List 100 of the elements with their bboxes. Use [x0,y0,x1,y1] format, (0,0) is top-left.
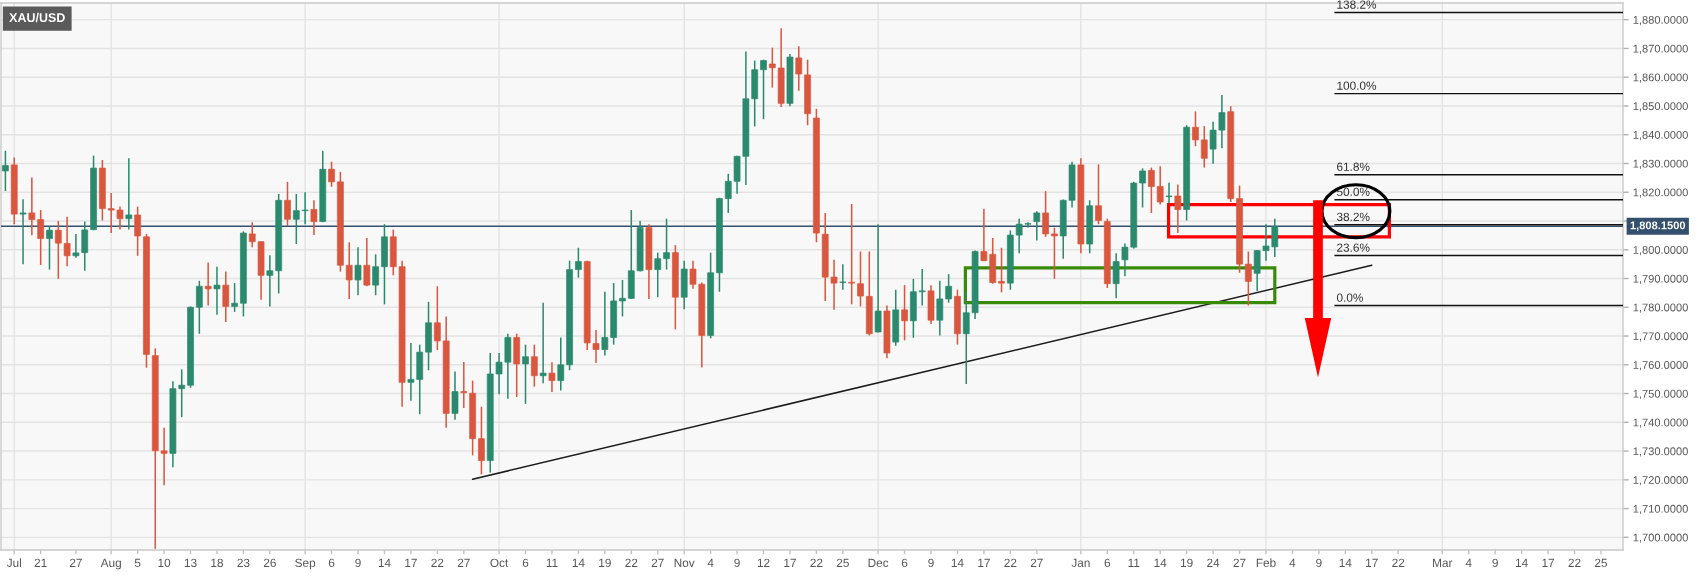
x-tick-label: 14 [1154,558,1167,567]
x-tick-label: Dec [868,558,889,567]
y-tick-label: 1,730.0000 [1633,447,1688,457]
annotation: 138.2% [1337,0,1377,9]
candlestick [231,282,238,313]
y-tick-label: 1,870.0000 [1633,44,1688,54]
candlestick [936,280,944,337]
y-tick-label: 1,780.0000 [1633,303,1688,313]
y-tick-label: 1,700.0000 [1633,533,1688,543]
x-tick-label: 23 [237,558,250,567]
x-tick-label: 6 [328,558,335,567]
x-tick-label: 27 [1233,558,1246,567]
x-tick-label: Aug [100,558,121,570]
x-tick-label: Jan [1071,558,1090,567]
x-tick-label: 4 [1465,558,1472,567]
x-tick-label: 9 [928,558,934,567]
y-tick-label: 1,770.0000 [1633,332,1688,342]
y-tick-label: 1,840.0000 [1633,130,1688,141]
x-tick-label: 27 [69,558,82,567]
x-tick-label: 27 [651,558,664,567]
x-tick-label: 17 [1366,558,1378,567]
candlestick [918,268,926,307]
x-tick-label: 17 [978,558,990,567]
candlestick [222,270,230,323]
candlestick [839,263,847,291]
candlestick [2,150,9,192]
x-tick-label: 13 [184,558,197,567]
x-tick-label: 27 [1030,558,1043,567]
candlestick [213,265,221,316]
x-tick-label: 25 [1594,558,1608,567]
candlestick [1112,252,1120,300]
candlestick [1042,190,1049,238]
candlestick [1033,210,1041,242]
x-tick-label: Nov [674,558,695,567]
candlestick [1148,166,1155,214]
candlestick [328,160,335,188]
candlestick [478,406,485,476]
x-tick-label: 19 [599,558,611,567]
candlestick [372,253,379,296]
candlestick [196,280,203,335]
y-tick-label: 1,880.0000 [1633,15,1688,26]
candlestick [125,157,133,231]
candlestick [795,45,803,92]
x-tick-label: 19 [1180,558,1193,567]
x-tick-label: 22 [1568,558,1581,567]
candlestick [857,250,864,308]
candlestick [19,198,27,265]
candlestick [548,361,556,393]
candlestick [539,301,547,384]
candlestick [654,251,662,298]
candlestick [1192,110,1199,147]
x-tick-label: 6 [522,558,529,567]
candlestick [134,205,141,257]
y-tick-label: 1,720.0000 [1633,476,1688,486]
y-tick-label: 1,830.0000 [1633,159,1688,169]
x-tick-label: 22 [1392,558,1405,567]
x-tick-label: 22 [1004,558,1017,567]
y-tick-label: 1,710.0000 [1633,504,1688,515]
x-tick-label: 18 [211,558,224,567]
text: XAU/USD [9,12,65,23]
candlestick [363,237,371,288]
candlestick [848,203,856,306]
x-tick-label: 17 [1542,558,1555,567]
x-tick-label: 11 [546,558,558,567]
x-tick-label: Jul [6,558,21,567]
x-tick-label: 9 [355,558,361,567]
candlestick [663,217,670,271]
x-tick-label: 25 [836,558,849,567]
x-tick-label: 14 [572,558,585,567]
candlestick [874,223,882,334]
x-tick-label: 4 [707,558,714,567]
x-tick-label: 17 [405,558,417,567]
x-tick-label: 17 [784,558,796,567]
candlestick [451,370,459,421]
x-tick-label: 14 [378,558,391,567]
x-tick-label: 9 [734,558,740,567]
candlestick [575,246,582,279]
x-tick-label: 14 [1339,558,1352,567]
x-tick-label: 22 [810,558,823,567]
candlestick [434,285,441,351]
y-tick-label: 1,790.0000 [1633,274,1688,284]
x-tick-label: 22 [625,558,638,567]
candlestick [310,199,318,236]
candlestick [1165,181,1173,204]
x-tick-label: 5 [134,558,141,567]
x-tick-label: 21 [34,558,47,567]
x-tick-label: 6 [1104,558,1111,567]
candlestick [619,279,626,318]
candlestick [1051,226,1058,280]
candlestick [345,241,353,300]
candlestick [601,290,609,357]
candlestick [460,361,468,409]
candlestick [1095,163,1102,225]
x-tick-label: 9 [1492,558,1498,567]
x-tick-label: 12 [757,558,770,567]
x-tick-label: 24 [1207,558,1220,567]
candlestick [284,181,291,227]
candlestick [760,58,767,120]
y-tick-label: 1,860.0000 [1633,73,1688,83]
annotation: 100.0% [1337,81,1377,90]
